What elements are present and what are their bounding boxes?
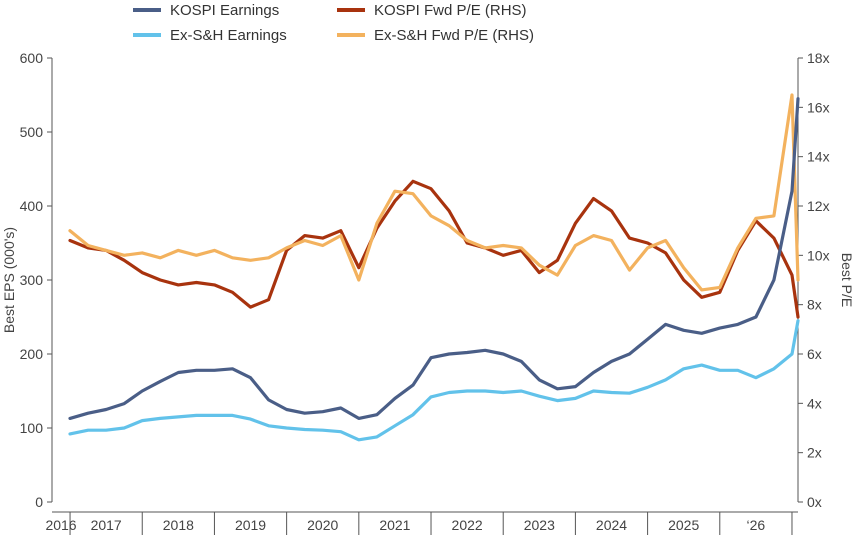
left-tick-label: 300 [20,272,44,288]
right-tick-label: 2x [807,445,822,461]
x-tick-label: ‘26 [747,517,766,533]
legend-label-kospi-fwd-pe: KOSPI Fwd P/E (RHS) [374,2,527,19]
right-tick-label: 0x [807,494,822,510]
x-tick-label: 2024 [596,517,627,533]
right-tick-label: 4x [807,395,822,411]
right-tick-label: 10x [807,247,830,263]
kospi-earnings-line [68,97,800,420]
x-tick-label: 2016 [45,517,76,533]
x-tick-label: 2023 [524,517,555,533]
left-axis-title: Best EPS (000's) [1,227,17,333]
x-tick-label: 2020 [307,517,338,533]
x-tick-label: 2022 [452,517,483,533]
left-tick-label: 500 [20,124,44,140]
x-tick-label: 2017 [91,517,122,533]
right-axis: 0x 2x 4x 6x 8x 10x 12x 14x 16x 18x [797,50,830,510]
legend-label-exsh-earnings: Ex-S&H Earnings [170,27,287,44]
legend-label-kospi-earnings: KOSPI Earnings [170,2,279,19]
legend: KOSPI Earnings KOSPI Fwd P/E (RHS) Ex-S&… [133,2,534,44]
x-axis: 2016 2017 2018 2019 2020 2021 2022 2023 2024 2025… [45,511,798,535]
exsh-fwd-pe-line [68,93,800,292]
x-tick-label: 2021 [379,517,410,533]
kospi-fwd-pe-line [68,179,800,319]
x-tick-label: 2025 [668,517,699,533]
series-lines [68,93,800,442]
left-tick-label: 0 [35,494,43,510]
right-tick-label: 16x [807,99,830,115]
x-tick-label: 2018 [163,517,194,533]
right-tick-label: 14x [807,149,830,165]
left-tick-label: 200 [20,346,44,362]
right-axis-title: Best P/E [839,253,855,307]
right-tick-label: 12x [807,198,830,214]
exsh-earnings-line [68,319,800,442]
left-axis: 0 100 200 300 400 500 600 [20,50,53,510]
legend-label-exsh-fwd-pe: Ex-S&H Fwd P/E (RHS) [374,27,534,44]
right-tick-label: 8x [807,297,822,313]
right-tick-label: 6x [807,346,822,362]
left-tick-label: 400 [20,198,44,214]
left-tick-label: 100 [20,420,44,436]
x-tick-label: 2019 [235,517,266,533]
right-tick-label: 18x [807,50,830,66]
left-tick-label: 600 [20,50,44,66]
